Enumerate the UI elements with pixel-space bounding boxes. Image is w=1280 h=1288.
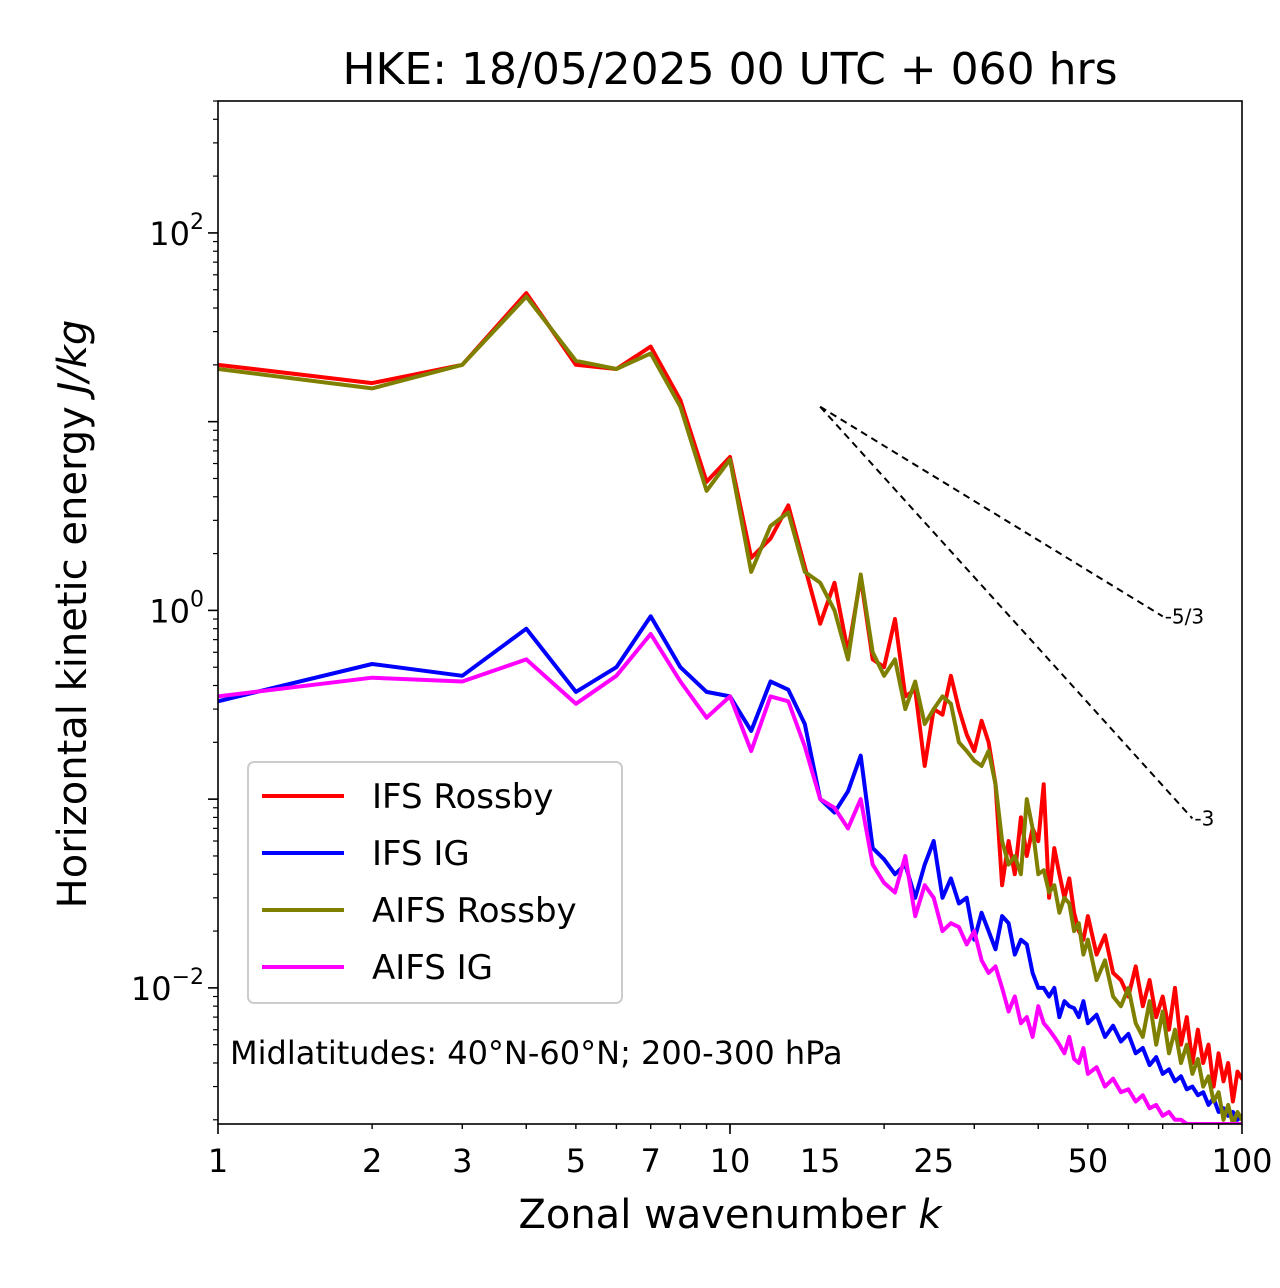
x-tick-label: 1 xyxy=(208,1142,228,1180)
chart-title: HKE: 18/05/2025 00 UTC + 060 hrs xyxy=(342,44,1117,95)
series-line-2 xyxy=(218,294,1242,1124)
legend-label-0: IFS Rossby xyxy=(372,777,553,817)
x-axis-label-var: k xyxy=(918,1192,943,1238)
x-tick-label: 7 xyxy=(641,1142,661,1180)
x-tick-label: 100 xyxy=(1211,1142,1272,1180)
x-tick-label: 50 xyxy=(1068,1142,1109,1180)
region-annotation: Midlatitudes: 40°N-60°N; 200-300 hPa xyxy=(230,1034,843,1072)
y-tick-label: 100 xyxy=(149,587,204,630)
x-axis-label-text: Zonal wavenumber xyxy=(518,1192,906,1238)
reference-line-1 xyxy=(819,406,1194,820)
y-tick-label: 102 xyxy=(149,210,204,253)
x-tick-label: 15 xyxy=(800,1142,841,1180)
legend-label-3: AIFS IG xyxy=(372,948,493,988)
series-line-3 xyxy=(218,632,1242,1124)
y-axis-label-unit: J/kg xyxy=(50,320,96,401)
legend-box xyxy=(247,761,623,1004)
x-tick-label: 10 xyxy=(710,1142,751,1180)
series-line-1 xyxy=(218,614,1242,1122)
x-tick-label: 2 xyxy=(362,1142,382,1180)
x-tick-label: 5 xyxy=(566,1142,586,1180)
reference-line-label-0: -5/3 xyxy=(1165,604,1204,628)
reference-line-0 xyxy=(819,405,1164,618)
x-axis-ticks: 1 2 3 5 7 10 15 25 50 100 xyxy=(208,1124,1273,1180)
legend-label-1: IFS IG xyxy=(372,834,470,874)
x-tick-label: 25 xyxy=(913,1142,954,1180)
y-tick-label: 10−2 xyxy=(131,965,204,1008)
y-axis-ticks: 102 100 10−2 xyxy=(131,100,218,1121)
x-axis-label: Zonal wavenumber k xyxy=(518,1192,943,1238)
plot-series-group xyxy=(218,291,1242,1124)
y-axis-label-text: Horizontal kinetic energy xyxy=(50,406,96,908)
legend: IFS Rossby IFS IG AIFS Rossby AIFS IG xyxy=(247,761,623,1004)
reference-slope-group: -5/3 -3 xyxy=(819,405,1214,830)
reference-line-label-1: -3 xyxy=(1194,806,1214,830)
legend-label-2: AIFS Rossby xyxy=(372,891,577,931)
y-axis-label: Horizontal kinetic energy J/kg xyxy=(50,320,96,909)
x-tick-label: 3 xyxy=(452,1142,472,1180)
